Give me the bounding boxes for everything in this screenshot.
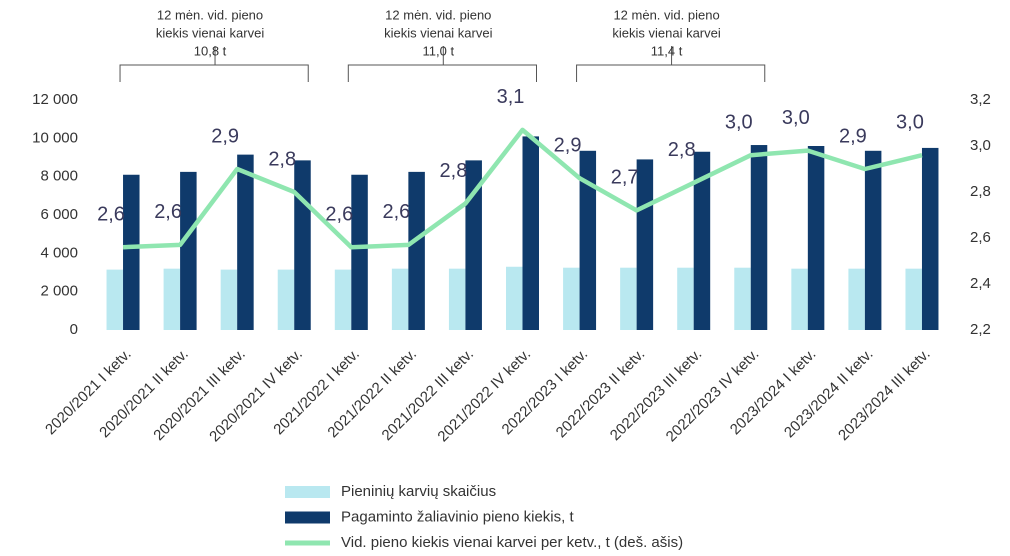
bar (391, 268, 409, 330)
data-label: 2,6 (382, 201, 410, 223)
bar (448, 268, 466, 330)
bar (123, 174, 140, 330)
y-tick-label: 0 (70, 321, 78, 338)
bar (163, 268, 181, 330)
data-label: 2,7 (611, 167, 639, 189)
y2-tick-label: 2,8 (970, 183, 991, 200)
data-label: 3,0 (896, 111, 924, 133)
bar (750, 145, 768, 330)
bar (506, 266, 523, 330)
bar (220, 269, 238, 330)
y-tick-label: 6 000 (40, 206, 78, 223)
bar (277, 269, 295, 330)
data-label: 2,9 (211, 125, 239, 147)
bar (905, 268, 922, 330)
line (122, 127, 923, 250)
data-label: 2,8 (440, 160, 468, 182)
bar (334, 269, 352, 330)
bar (106, 269, 124, 330)
bar (522, 136, 539, 330)
y2-tick-label: 2,6 (970, 229, 991, 246)
bar (465, 160, 482, 330)
y2-tick-label: 2,2 (970, 321, 991, 338)
annotation: kiekis vienai karvei (156, 25, 264, 40)
bar (791, 268, 808, 330)
data-label: 3,1 (497, 86, 525, 108)
annotation: kiekis vienai karvei (612, 25, 720, 40)
data-label: 2,6 (154, 201, 182, 223)
bracket (347, 46, 537, 82)
bracket (119, 46, 309, 82)
bar (408, 171, 425, 330)
legend-label: Vid. pieno kiekis vienai karvei per ketv… (341, 534, 683, 551)
bar (180, 171, 197, 330)
annotation: 10,8 t (194, 43, 227, 58)
annotation: kiekis vienai karvei (384, 25, 492, 40)
data-label: 2,9 (554, 134, 582, 156)
bar (693, 151, 711, 330)
y2-tick-label: 2,4 (970, 275, 991, 292)
data-label: 3,0 (725, 111, 753, 133)
legend-swatch (285, 486, 330, 498)
bar (807, 146, 825, 330)
bar (848, 268, 865, 330)
data-label: 2,8 (668, 139, 696, 161)
annotation: 11,0 t (423, 43, 455, 58)
annotation: 12 mėn. vid. pieno (613, 7, 719, 22)
data-label: 2,6 (325, 203, 353, 225)
y-tick-label: 10 000 (32, 129, 78, 146)
bar (677, 267, 694, 330)
y-tick-label: 2 000 (40, 283, 78, 300)
annotation: 12 mėn. vid. pieno (385, 7, 491, 22)
data-label: 2,6 (97, 203, 125, 225)
y-tick-label: 4 000 (40, 244, 78, 261)
legend-swatch (285, 511, 330, 524)
bar (351, 174, 368, 330)
bar (734, 267, 751, 330)
legend-label: Pieninių karvių skaičius (341, 483, 496, 500)
data-label: 2,8 (268, 148, 296, 170)
y2-tick-label: 3,2 (970, 91, 991, 108)
data-label: 3,0 (782, 107, 810, 129)
bar (563, 267, 580, 330)
bracket (576, 46, 766, 82)
annotation: 12 mėn. vid. pieno (157, 7, 263, 22)
bar (620, 267, 637, 330)
annotation: 11,4 t (651, 43, 683, 58)
bar (294, 160, 311, 330)
y-tick-label: 12 000 (32, 91, 78, 108)
legend-label: Pagaminto žaliavinio pieno kiekis, t (341, 508, 574, 525)
bar (579, 150, 597, 330)
data-label: 2,9 (839, 125, 867, 147)
y2-tick-label: 3,0 (970, 137, 991, 154)
bar (636, 159, 654, 330)
bar (864, 150, 882, 330)
bar (921, 147, 939, 330)
y-tick-label: 8 000 (40, 168, 78, 185)
bar (237, 154, 254, 330)
